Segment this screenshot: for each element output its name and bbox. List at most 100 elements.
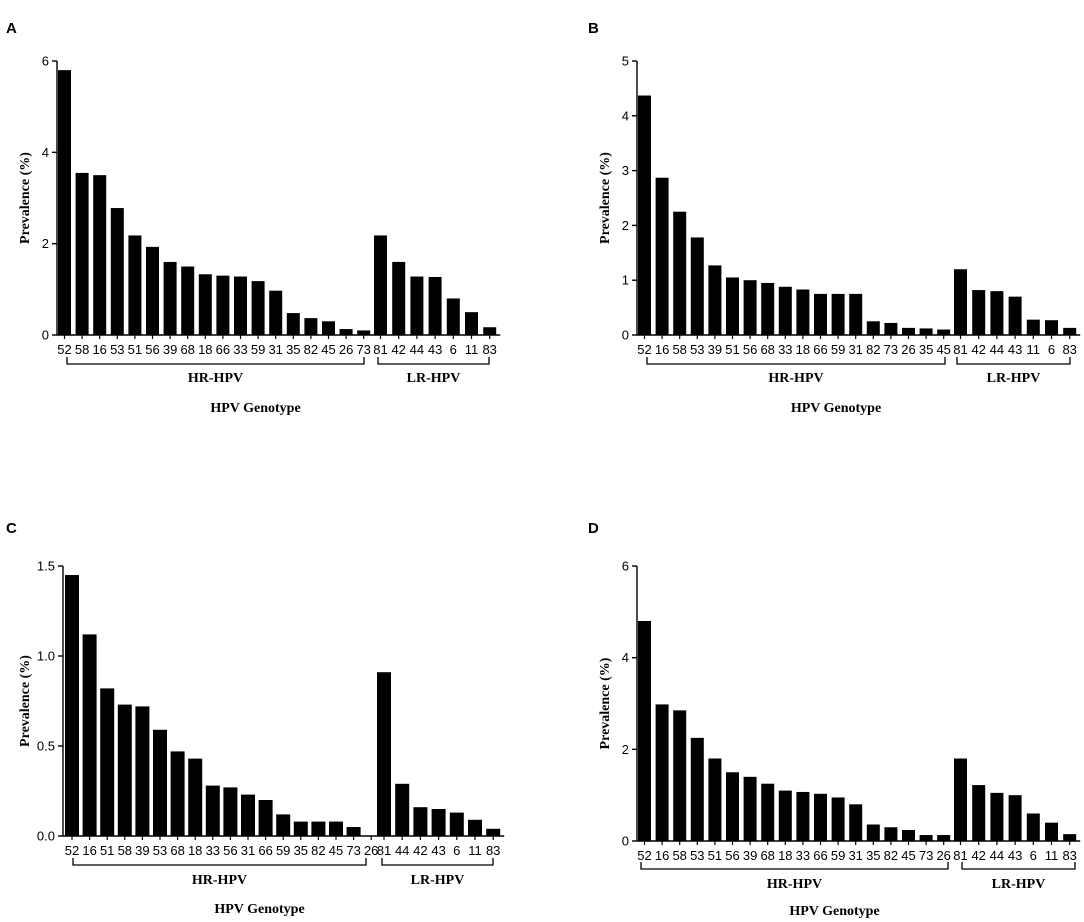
bar-hr-68: [181, 266, 195, 335]
x-tick-label: 68: [180, 342, 194, 357]
y-axis-title: Prevalence (%): [598, 152, 613, 244]
bar-hr-59: [831, 797, 845, 841]
x-tick-label: 11: [468, 843, 482, 858]
x-tick-label: 83: [486, 843, 500, 858]
x-tick-label: 83: [1062, 342, 1076, 357]
bar-hr-51: [128, 235, 142, 335]
x-tick-label: 68: [760, 848, 774, 863]
bar-hr-31: [269, 290, 283, 335]
x-tick-label: 11: [1045, 848, 1059, 863]
bar-hr-35: [286, 313, 300, 335]
x-tick-label: 53: [110, 342, 124, 357]
bar-lr-11: [1026, 319, 1040, 335]
bar-hr-18: [198, 274, 212, 335]
bar-hr-56: [743, 280, 757, 335]
x-tick-label: 42: [971, 848, 985, 863]
x-tick-label: 82: [884, 848, 898, 863]
x-tick-label: 31: [241, 843, 255, 858]
bar-lr-11: [465, 312, 478, 335]
bar-hr-45: [937, 329, 951, 335]
bar-hr-82: [866, 321, 880, 335]
bar-lr-43: [1008, 296, 1022, 335]
panel-letter: B: [588, 20, 599, 37]
bar-hr-26: [339, 329, 353, 335]
x-tick-label: 31: [848, 848, 862, 863]
x-tick-label: 58: [672, 848, 686, 863]
x-tick-label: 83: [1062, 848, 1076, 863]
x-tick-label: 45: [329, 843, 343, 858]
hr-group-bracket: [646, 357, 946, 365]
bar-lr-6: [449, 812, 464, 836]
bar-lr-81: [954, 269, 967, 335]
x-tick-label: 45: [936, 342, 950, 357]
bar-hr-35: [293, 821, 308, 836]
hr-group-label: HR-HPV: [767, 877, 822, 892]
y-tick-label: 6: [622, 559, 629, 574]
x-tick-label: 56: [743, 342, 757, 357]
bar-lr-6: [1026, 813, 1040, 841]
x-tick-label: 44: [990, 342, 1004, 357]
x-tick-label: 26: [364, 843, 378, 858]
bar-hr-52: [65, 575, 79, 836]
x-tick-label: 66: [813, 342, 827, 357]
bar-hr-26: [902, 327, 915, 335]
hr-group-label: HR-HPV: [768, 371, 823, 386]
x-tick-label: 44: [410, 342, 424, 357]
y-tick-label: 4: [622, 650, 629, 665]
x-tick-label: 66: [258, 843, 272, 858]
bar-lr-42: [392, 261, 406, 335]
x-tick-label: 44: [990, 848, 1004, 863]
bar-hr-73: [884, 322, 898, 335]
bar-hr-59: [276, 814, 291, 836]
bar-hr-39: [708, 265, 722, 335]
x-axis-title: HPV Genotype: [791, 401, 881, 416]
bar-lr-83: [1063, 327, 1077, 335]
x-tick-label: 43: [428, 342, 442, 357]
x-tick-label: 56: [223, 843, 237, 858]
y-tick-label: 0.5: [37, 739, 55, 754]
x-tick-label: 59: [831, 342, 845, 357]
x-tick-label: 52: [65, 843, 79, 858]
hr-group-bracket: [640, 862, 949, 870]
bar-lr-43: [431, 809, 446, 836]
x-tick-label: 26: [936, 848, 950, 863]
x-tick-label: 31: [848, 342, 862, 357]
bar-lr-44: [990, 291, 1004, 335]
bar-hr-66: [216, 275, 230, 335]
bar-hr-68: [761, 282, 775, 335]
bar-hr-18: [778, 790, 792, 841]
x-tick-label: 45: [901, 848, 915, 863]
x-tick-label: 73: [884, 342, 898, 357]
x-tick-label: 31: [268, 342, 282, 357]
bar-hr-18: [796, 289, 810, 335]
bar-hr-16: [655, 177, 669, 335]
x-tick-label: 16: [82, 843, 96, 858]
x-tick-label: 42: [413, 843, 427, 858]
x-tick-label: 39: [135, 843, 149, 858]
x-tick-label: 6: [1048, 342, 1055, 357]
bar-hr-31: [849, 804, 863, 841]
x-tick-label: 18: [778, 848, 792, 863]
y-tick-label: 2: [622, 742, 629, 757]
bar-hr-33: [778, 286, 792, 335]
hr-group-bracket: [72, 858, 367, 866]
x-tick-label: 6: [450, 342, 457, 357]
x-tick-label: 56: [725, 848, 739, 863]
bar-hr-82: [304, 318, 318, 335]
x-tick-label: 58: [672, 342, 686, 357]
bar-lr-83: [486, 828, 501, 836]
x-tick-label: 73: [346, 843, 360, 858]
panel-letter: D: [588, 520, 599, 537]
x-tick-label: 43: [1008, 342, 1022, 357]
x-tick-label: 35: [286, 342, 300, 357]
lr-group-label: LR-HPV: [411, 873, 465, 888]
bar-hr-51: [708, 758, 722, 841]
bar-hr-51: [726, 277, 739, 335]
y-axis-title: Prevalence (%): [598, 657, 613, 749]
bar-lr-11: [468, 819, 482, 836]
y-axis-title: Prevalence (%): [18, 152, 33, 244]
x-tick-label: 33: [233, 342, 247, 357]
x-tick-label: 51: [100, 843, 114, 858]
